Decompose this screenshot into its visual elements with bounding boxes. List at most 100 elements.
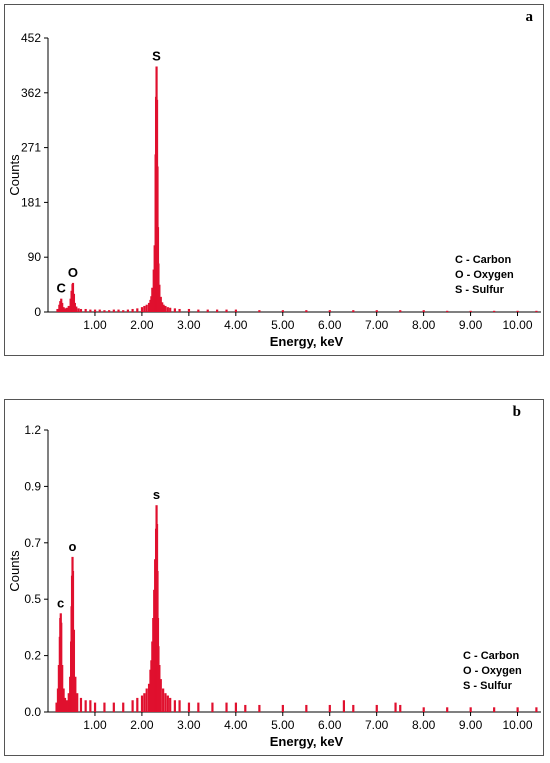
spectrum-bar [493, 310, 496, 312]
spectrum-bar [159, 296, 162, 312]
spectrum-bar [352, 704, 355, 712]
spectrum-bar [178, 308, 181, 312]
spectrum-bar [216, 309, 219, 312]
spectrum-bar [73, 302, 76, 312]
y-axis-title: Counts [7, 550, 22, 592]
spectrum-bar [112, 702, 115, 712]
spectrum-bar [56, 308, 59, 312]
spectrum-bar [62, 688, 65, 712]
y-axis-title: Counts [7, 154, 22, 196]
x-tick-label: 2.00 [130, 318, 154, 332]
peak-label-o: O [68, 265, 78, 280]
spectrum-panel-b: 0.0 0.2 0.5 0.7 0.9 1.2 1.00 2.00 3.00 4.00 5.00 6.… [4, 399, 544, 756]
spectrum-bar [112, 309, 115, 312]
y-tick-label: 0.0 [24, 705, 41, 719]
spectrum-bar [234, 309, 238, 312]
spectrum-bar [61, 665, 64, 712]
spectrum-bar [143, 305, 146, 312]
spectrum-bar [136, 697, 139, 712]
spectrum-bar [535, 707, 538, 712]
spectrum-bar [158, 284, 161, 312]
peak-label-o: o [68, 539, 76, 554]
spectrum-bar [375, 310, 378, 312]
spectrum-bar [258, 310, 261, 312]
spectrum-bar [169, 697, 172, 712]
y-tick-label: 452 [21, 31, 41, 45]
spectrum-bar [162, 304, 165, 312]
spectrum-bar [108, 310, 111, 312]
legend-entry: O - Oxygen [463, 665, 522, 677]
spectrum-bar [62, 307, 65, 312]
spectrum-bar [169, 307, 172, 312]
spectrum-bar [516, 707, 519, 712]
x-tick-label: 1.00 [83, 318, 107, 332]
peak-label-s: s [153, 487, 160, 502]
spectrum-bar [244, 704, 247, 712]
spectrum-bar [74, 676, 77, 712]
spectrum-bar [446, 310, 449, 312]
spectrum-bar [93, 702, 97, 712]
x-tick-label: 6.00 [318, 718, 342, 732]
spectrum-bar [103, 702, 106, 712]
spectrum-bar [84, 308, 87, 312]
spectrum-bar [61, 302, 64, 312]
spectrum-bar [67, 693, 70, 712]
spectrum-bar [145, 304, 148, 312]
spectrum-bar [147, 683, 151, 712]
spectrum-bar [67, 305, 70, 312]
x-tick-label: 4.00 [224, 318, 248, 332]
y-tick-label: 1.2 [24, 423, 41, 437]
spectrum-bar [140, 307, 144, 312]
spectrum-bar [211, 702, 214, 712]
spectrum-bar [206, 309, 209, 312]
spectrum-bar [281, 310, 284, 312]
spectrum-bar [516, 310, 519, 312]
spectrum-bar [158, 665, 161, 712]
spectrum-bar [197, 702, 200, 712]
spectrum-bar [187, 308, 191, 312]
spectrum-bar [63, 308, 67, 312]
spectrum-bar [122, 702, 125, 712]
spectrum-bar [140, 695, 144, 712]
x-tick-label: 1.00 [83, 718, 107, 732]
y-tick-label: 0 [34, 305, 41, 319]
x-axis-title: Energy, keV [270, 334, 344, 349]
spectrum-bar [77, 308, 80, 312]
spectrum-bar [178, 700, 181, 712]
spectrum-bar [65, 307, 68, 312]
peak-label-c: c [57, 595, 64, 610]
spectrum-bar [173, 308, 176, 312]
spectrum-bar [103, 310, 106, 312]
y-tick-label: 181 [21, 195, 41, 209]
x-tick-label: 5.00 [271, 318, 295, 332]
x-tick-label: 10.00 [503, 718, 533, 732]
spectrum-bar [117, 309, 120, 312]
spectrum-bar [258, 704, 261, 712]
x-tick-label: 8.00 [412, 718, 436, 732]
spectrum-bar [225, 309, 228, 312]
legend-entry: C - Carbon [463, 650, 520, 662]
spectrum-bar [131, 308, 134, 312]
spectrum-bar [75, 306, 78, 312]
x-axis-title: Energy, keV [270, 734, 344, 749]
spectrum-bar [342, 700, 345, 712]
spectrum-chart-b: 0.0 0.2 0.5 0.7 0.9 1.2 1.00 2.00 3.00 4.00 5.00 6.… [7, 423, 541, 749]
legend-entry: S - Sulfur [463, 680, 513, 692]
spectrum-bar [84, 700, 87, 712]
x-tick-label: 5.00 [271, 718, 295, 732]
spectrum-bar [159, 679, 162, 712]
spectrum-bar [166, 695, 169, 712]
spectrum-bar [281, 704, 284, 712]
panel-label-b: b [512, 404, 521, 420]
spectrum-bar [446, 707, 449, 712]
spectrum-bar [126, 309, 130, 312]
spectrum-bar [469, 310, 472, 312]
x-tick-label: 8.00 [412, 318, 436, 332]
peak-label-c: C [56, 281, 66, 296]
spectrum-bar [131, 700, 134, 712]
spectrum-bar [72, 629, 76, 712]
spectrum-panel-a: 0 90 181 271 362 452 1.00 2.00 3.00 4.00 5.00 6.00 7… [4, 4, 544, 356]
spectrum-bar [65, 700, 68, 712]
spectrum-bar [493, 707, 496, 712]
legend-entry: O - Oxygen [455, 269, 514, 281]
